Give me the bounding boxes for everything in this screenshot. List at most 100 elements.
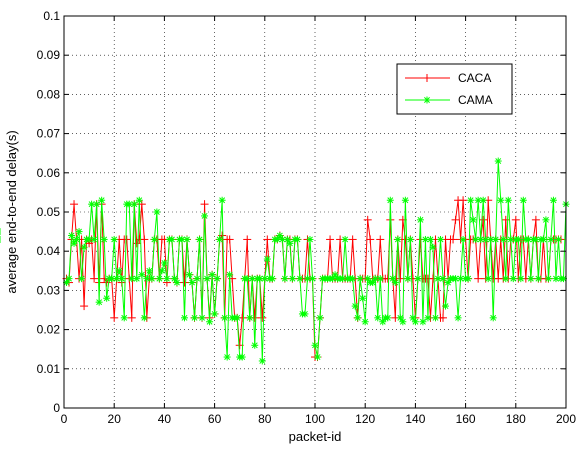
x-tick-label: 100 (305, 412, 325, 426)
data-point-cama (331, 271, 339, 279)
y-tick-label: 0.07 (37, 127, 61, 141)
y-tick-label: 0.03 (37, 283, 61, 297)
data-point-cama (514, 235, 522, 243)
data-point-cama (248, 275, 256, 283)
data-point-caca (439, 313, 448, 322)
data-point-cama (115, 267, 123, 275)
data-point-cama (484, 275, 492, 283)
data-point-cama (409, 314, 417, 322)
data-point-cama (281, 275, 289, 283)
x-tick-label: 140 (405, 412, 425, 426)
data-point-cama (208, 271, 216, 279)
data-point-cama (110, 235, 118, 243)
data-point-cama (497, 196, 505, 204)
grid (64, 16, 566, 408)
data-point-cama (303, 275, 311, 283)
data-point-cama (429, 243, 437, 251)
data-point-cama (155, 275, 163, 283)
data-point-cama (394, 235, 402, 243)
plot-frame (63, 15, 567, 409)
data-point-cama (216, 235, 224, 243)
data-point-cama (150, 235, 158, 243)
data-point-cama (183, 235, 191, 243)
data-point-cama (341, 235, 349, 243)
data-point-cama (384, 314, 392, 322)
data-point-cama (416, 216, 424, 224)
data-point-cama (509, 275, 517, 283)
data-point-cama (246, 314, 254, 322)
data-point-cama (133, 275, 141, 283)
data-point-cama (251, 341, 259, 349)
data-point-cama (549, 196, 557, 204)
data-point-cama (120, 314, 128, 322)
data-point-caca (531, 215, 540, 224)
data-point-cama (233, 314, 241, 322)
data-point-cama (351, 302, 359, 310)
x-tick-label: 0 (61, 412, 68, 426)
x-tick-label: 160 (456, 412, 476, 426)
data-point-cama (374, 314, 382, 322)
data-point-caca (140, 235, 149, 244)
data-point-caca (200, 200, 209, 209)
data-point-caca (459, 196, 468, 205)
data-point-cama (369, 279, 377, 287)
data-point-cama (221, 314, 229, 322)
y-tick-label: 0.04 (37, 244, 61, 258)
data-point-cama (359, 294, 367, 302)
data-point-cama (454, 314, 462, 322)
data-point-cama (502, 275, 510, 283)
data-point-caca (396, 274, 405, 283)
x-tick-label: 180 (506, 412, 526, 426)
data-point-caca (326, 235, 335, 244)
data-point-cama (467, 196, 475, 204)
data-point-cama (188, 279, 196, 287)
data-point-cama (459, 235, 467, 243)
data-point-cama (534, 275, 542, 283)
data-point-cama (160, 259, 168, 267)
data-point-cama (424, 314, 432, 322)
data-point-cama (376, 275, 384, 283)
legend-caca-label: CACA (458, 71, 491, 85)
data-point-cama (306, 235, 314, 243)
data-point-cama (283, 235, 291, 243)
data-point-cama (100, 235, 108, 243)
data-point-caca (511, 215, 520, 224)
data-point-cama (288, 275, 296, 283)
data-point-cama (170, 275, 178, 283)
data-point-cama (542, 216, 550, 224)
data-point-cama (70, 239, 78, 247)
data-point-cama (211, 310, 219, 318)
data-point-cama (90, 235, 98, 243)
data-point-caca (127, 313, 136, 322)
data-point-cama (206, 318, 214, 326)
data-point-cama (98, 196, 106, 204)
data-point-cama (158, 267, 166, 275)
data-point-cama (411, 318, 419, 326)
data-point-cama (276, 232, 284, 240)
data-point-caca (348, 235, 357, 244)
data-point-caca (449, 235, 458, 244)
data-point-cama (301, 310, 309, 318)
y-tick-label: 0.1 (43, 9, 60, 23)
data-point-cama (296, 275, 304, 283)
x-tick-label: 20 (108, 412, 122, 426)
data-point-cama (339, 275, 347, 283)
data-point-cama (504, 196, 512, 204)
legend: CACA CAMA (396, 63, 513, 115)
data-point-caca (225, 235, 234, 244)
data-point-cama (311, 341, 319, 349)
data-point-cama (93, 200, 101, 208)
data-point-cama (389, 275, 397, 283)
data-point-cama (145, 267, 153, 275)
legend-box (396, 63, 513, 115)
data-point-cama (316, 314, 324, 322)
data-point-cama (527, 275, 535, 283)
data-point-cama (426, 235, 434, 243)
data-point-cama (68, 232, 76, 240)
data-point-caca (110, 313, 119, 322)
data-point-caca (366, 235, 375, 244)
data-point-cama (108, 275, 116, 283)
data-point-cama (437, 235, 444, 243)
data-point-caca (474, 274, 483, 283)
